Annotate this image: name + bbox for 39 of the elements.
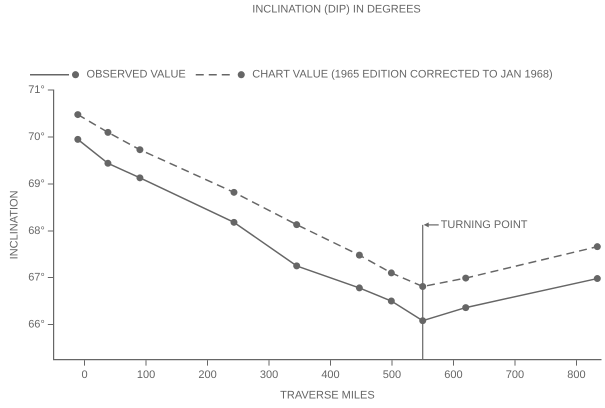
x-tick-label: 400 [321,369,340,382]
legend-title: INCLINATION (DIP) IN DEGREES [252,4,421,16]
point [293,262,300,270]
point [356,252,363,259]
point [293,221,300,228]
legend-label: OBSERVED VALUE [86,68,186,81]
point [594,243,601,250]
y-tick-label: 67° [28,272,45,284]
x-tick-label: 500 [382,369,402,382]
x-tick-label: 0 [82,369,88,382]
x-tick-label: 300 [260,369,278,382]
point [230,188,238,196]
point [136,174,144,182]
point [136,146,144,154]
ref-line-label: TURNING POINT [440,218,528,231]
y-tick-label: 70° [28,131,45,144]
point [462,274,470,282]
point [104,160,112,167]
x-axis-title: TRAVERSE MILES [280,389,375,402]
x-tick-label: 700 [506,369,524,382]
x-tick-label: 200 [198,369,217,382]
point [462,304,470,312]
x-tick-label: 800 [567,369,586,382]
x-tick-label: 100 [136,369,156,382]
y-axis-title: INCLINATION [8,190,21,260]
x-tick-label: 600 [444,369,463,382]
legend-label: CHART VALUE (1965 EDITION CORRECTED TO JAN 1968) [252,68,553,81]
y-tick-label: 71° [28,84,45,96]
point [594,275,601,282]
point [388,269,395,276]
y-tick-label: 68° [28,224,45,237]
point [356,284,363,292]
point [74,111,82,118]
y-tick-label: 69° [28,178,45,190]
point [388,298,395,305]
point [104,128,112,136]
y-tick-label: 66° [28,318,45,330]
point [74,136,82,143]
point [230,218,238,226]
